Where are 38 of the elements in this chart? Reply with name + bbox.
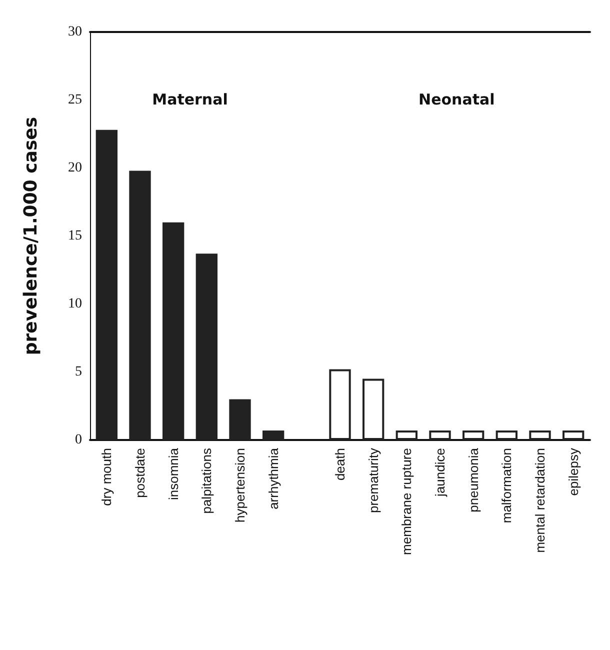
x-tick-label: epilepsy	[566, 448, 581, 496]
y-tick-label: 10	[68, 296, 82, 312]
x-tick-label: death	[332, 448, 348, 481]
x-tick-label: membrane rupture	[399, 448, 414, 555]
annotation: Neonatal	[418, 90, 495, 108]
bar	[162, 222, 184, 440]
x-tick-label: pneumonia	[466, 447, 481, 512]
bar	[129, 170, 151, 440]
x-tick-label: mental retardation	[532, 448, 548, 553]
bar	[529, 430, 551, 440]
x-tick-label: jaundice	[432, 448, 448, 498]
y-tick-label: 30	[68, 24, 82, 40]
y-tick-label: 0	[75, 432, 82, 448]
y-tick-label: 20	[68, 160, 82, 176]
bar	[262, 430, 284, 440]
x-tick-label: arrhythmia	[266, 447, 281, 510]
bar	[562, 430, 584, 440]
y-axis-title: prevelence/1.000 cases	[20, 116, 42, 356]
bar	[196, 254, 218, 440]
bar	[362, 378, 384, 440]
bar	[96, 130, 118, 440]
x-tick-label: insomnia	[166, 447, 181, 500]
x-tick-label: postdate	[132, 448, 148, 498]
x-tick-label: hypertension	[232, 448, 248, 522]
x-tick-label: malformation	[499, 448, 514, 524]
bar	[429, 430, 451, 440]
x-tick-label: dry mouth	[99, 448, 114, 506]
y-tick-label: 25	[68, 92, 82, 108]
bar	[229, 399, 251, 440]
x-tick-label: palpitations	[199, 448, 214, 514]
y-tick-label: 5	[75, 364, 82, 380]
annotation: Maternal	[152, 90, 228, 108]
bar	[329, 369, 351, 440]
bar	[396, 430, 418, 440]
bar	[462, 430, 484, 440]
x-tick-label: prematurity	[366, 448, 381, 514]
bar	[496, 430, 518, 440]
y-tick-label: 15	[68, 228, 82, 244]
